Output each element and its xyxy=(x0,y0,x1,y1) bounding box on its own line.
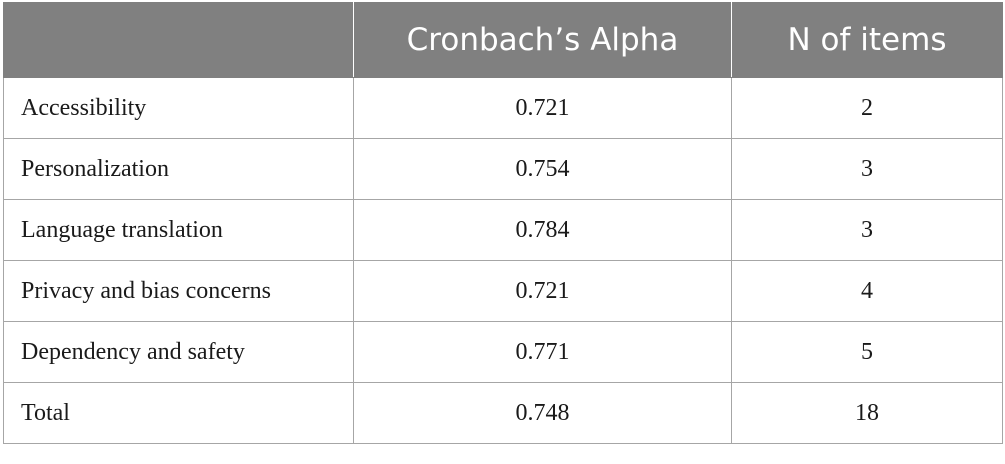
header-n-of-items: N of items xyxy=(731,2,1003,78)
row-label: Total xyxy=(3,382,354,444)
items-count: 5 xyxy=(731,321,1003,383)
table-row-total: Total 0.748 18 xyxy=(3,382,1003,444)
table-row: Privacy and bias concerns 0.721 4 xyxy=(3,260,1003,322)
table-row: Accessibility 0.721 2 xyxy=(3,77,1003,139)
items-count: 18 xyxy=(731,382,1003,444)
row-label: Personalization xyxy=(3,138,354,200)
alpha-value: 0.754 xyxy=(353,138,732,200)
alpha-value: 0.748 xyxy=(353,382,732,444)
header-row: Cronbach’s Alpha N of items xyxy=(3,2,1003,78)
reliability-table: Cronbach’s Alpha N of items Accessibilit… xyxy=(3,2,1003,444)
table-header: Cronbach’s Alpha N of items xyxy=(3,2,1003,78)
items-count: 3 xyxy=(731,138,1003,200)
alpha-value: 0.721 xyxy=(353,260,732,322)
alpha-value: 0.784 xyxy=(353,199,732,261)
alpha-value: 0.721 xyxy=(353,77,732,139)
header-blank-cell xyxy=(3,2,354,78)
table-row: Dependency and safety 0.771 5 xyxy=(3,321,1003,383)
items-count: 2 xyxy=(731,77,1003,139)
row-label: Dependency and safety xyxy=(3,321,354,383)
table-row: Language translation 0.784 3 xyxy=(3,199,1003,261)
row-label: Privacy and bias concerns xyxy=(3,260,354,322)
items-count: 3 xyxy=(731,199,1003,261)
table-row: Personalization 0.754 3 xyxy=(3,138,1003,200)
table-body: Accessibility 0.721 2 Personalization 0.… xyxy=(3,77,1003,444)
alpha-value: 0.771 xyxy=(353,321,732,383)
row-label: Language translation xyxy=(3,199,354,261)
header-cronbach-alpha: Cronbach’s Alpha xyxy=(353,2,732,78)
row-label: Accessibility xyxy=(3,77,354,139)
items-count: 4 xyxy=(731,260,1003,322)
